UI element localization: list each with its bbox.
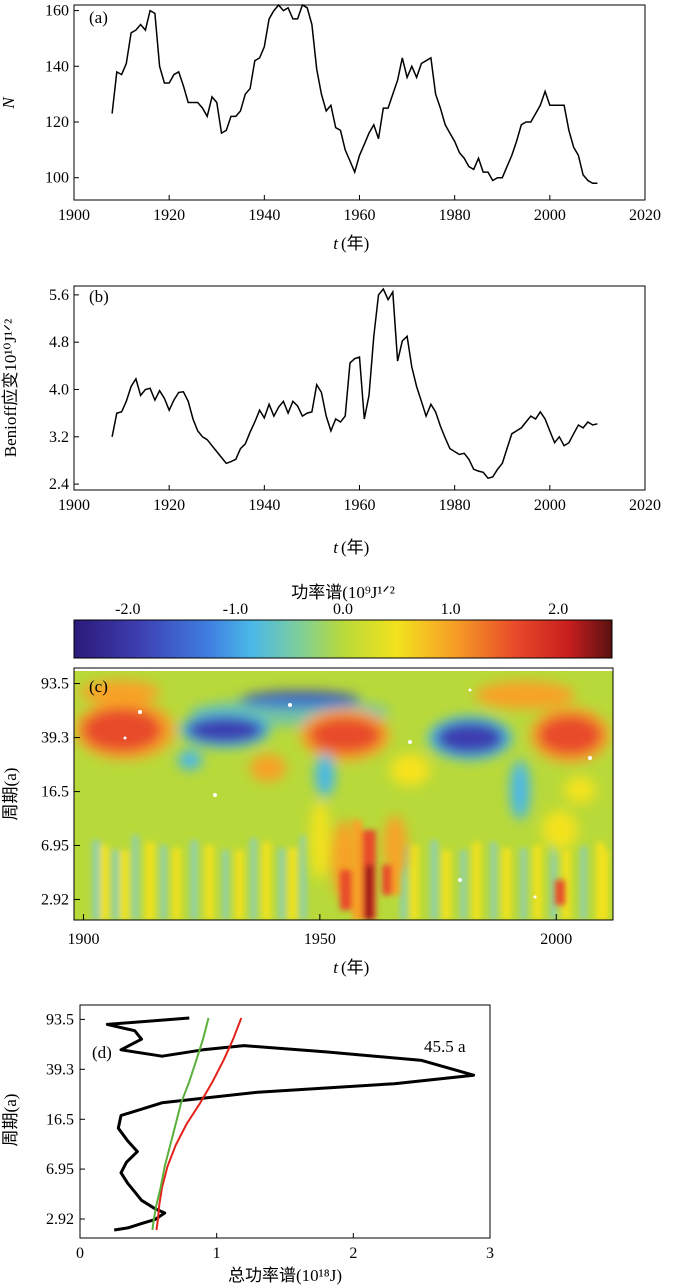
y-tick-label: 120	[45, 114, 69, 131]
colorbar	[73, 619, 613, 659]
x-tick-label: 1940	[248, 207, 280, 224]
x-tick-label: 2000	[534, 207, 566, 224]
panel-d-frame	[79, 1004, 491, 1239]
x-tick-label: 1920	[153, 497, 185, 514]
x-tick-label: 1900	[67, 931, 99, 948]
panel-d-label: (d)	[92, 1043, 112, 1062]
panel-b: (b) 1900 1920 1940 1960 1980 2000 2020 2.4 3.2 4.…	[1, 285, 661, 557]
y-tick-label: 4.8	[49, 334, 69, 351]
x-tick-label: 2000	[540, 931, 572, 948]
y-tick-label: 16.5	[41, 784, 69, 801]
panel-a-series-line	[111, 3, 598, 185]
panel-c-y-axis-label: 周期(a)	[1, 768, 20, 821]
y-tick-label: 3.2	[49, 429, 69, 446]
panel-b-x-axis-var: t	[333, 538, 339, 557]
panel-b-series-line	[111, 287, 598, 480]
panel-d: (d) 45.5 a 93.5 39.3 16.5 6.95 2.920 1 2 3 周期(a…	[1, 1004, 494, 1285]
x-tick-label: 1900	[58, 497, 90, 514]
panel-b-x-axis-unit: (年)	[341, 538, 369, 557]
y-tick-label: 5.6	[49, 287, 69, 304]
x-tick-label: 3	[486, 1245, 494, 1262]
y-tick-label: 100	[45, 170, 69, 187]
y-tick-label: 2.92	[41, 891, 69, 908]
colorbar-tick-label: -2.0	[115, 601, 140, 618]
colorbar-tick-label: 0.0	[333, 601, 353, 618]
colorbar-tick-label: 1.0	[441, 601, 461, 618]
panel-a-y-axis-label: N	[0, 96, 18, 110]
green-significance-line	[151, 1017, 210, 1231]
panel-c: 功率谱(10⁹J¹ᐟ² -2.0 -1.0 0.0 1.0 2.0	[1, 583, 614, 977]
x-tick-label: 1960	[344, 497, 376, 514]
panel-d-peak-annotation: 45.5 a	[424, 1037, 466, 1056]
y-tick-label: 39.3	[46, 1061, 74, 1078]
colorbar-tick-label: 2.0	[548, 601, 568, 618]
panel-a-x-axis-var: t	[333, 234, 339, 253]
panel-d-y-axis-label: 周期(a)	[1, 1094, 20, 1147]
y-tick-label: 6.95	[41, 837, 69, 854]
panel-a-x-axis-unit: (年)	[341, 234, 369, 253]
panel-b-label: (b)	[89, 287, 109, 306]
panel-b-frame	[73, 285, 646, 491]
global-power-spectrum-line	[105, 1016, 476, 1232]
red-noise-significance-line	[155, 1017, 243, 1231]
colorbar-tick-label: -1.0	[223, 601, 248, 618]
x-tick-label: 1960	[344, 207, 376, 224]
panel-c-x-axis-var: t	[333, 958, 339, 977]
y-tick-label: 39.3	[41, 730, 69, 747]
x-tick-label: 2	[349, 1245, 357, 1262]
y-tick-label: 140	[45, 58, 69, 75]
y-tick-label: 2.4	[49, 476, 69, 493]
y-tick-label: 2.92	[46, 1211, 74, 1228]
panel-c-x-axis-unit: (年)	[341, 958, 369, 977]
colorbar-label: 功率谱(10⁹J¹ᐟ²	[291, 583, 395, 602]
x-tick-label: 2020	[629, 207, 661, 224]
x-tick-label: 1	[213, 1245, 221, 1262]
y-tick-label: 6.95	[46, 1161, 74, 1178]
y-tick-label: 16.5	[46, 1111, 74, 1128]
wavelet-spectrum-heatmap	[74, 668, 613, 920]
x-tick-label: 1950	[304, 931, 336, 948]
x-tick-label: 1920	[153, 207, 185, 224]
x-tick-label: 1940	[248, 497, 280, 514]
x-tick-label: 1980	[439, 497, 471, 514]
y-tick-label: 93.5	[41, 676, 69, 693]
y-tick-label: 93.5	[46, 1011, 74, 1028]
panel-a-frame	[73, 4, 646, 201]
y-tick-label: 4.0	[49, 381, 69, 398]
x-tick-label: 1980	[439, 207, 471, 224]
x-tick-label: 2000	[534, 497, 566, 514]
y-tick-label: 160	[45, 3, 69, 20]
panel-b-y-axis-label: Benioff应变10¹⁰J¹ᐟ²	[1, 319, 20, 458]
panel-d-x-axis-label: 总功率谱(10¹⁸J)	[228, 1266, 342, 1285]
panel-c-frame	[73, 667, 614, 921]
x-tick-label: 2020	[629, 497, 661, 514]
x-tick-label: 0	[76, 1245, 84, 1262]
panel-a: (a) 1900 1920 1940 1960 1980 2000 2020 100 120 14…	[0, 3, 661, 253]
panel-a-label: (a)	[89, 8, 108, 27]
x-tick-label: 1900	[58, 207, 90, 224]
panel-c-label: (c)	[89, 677, 108, 696]
